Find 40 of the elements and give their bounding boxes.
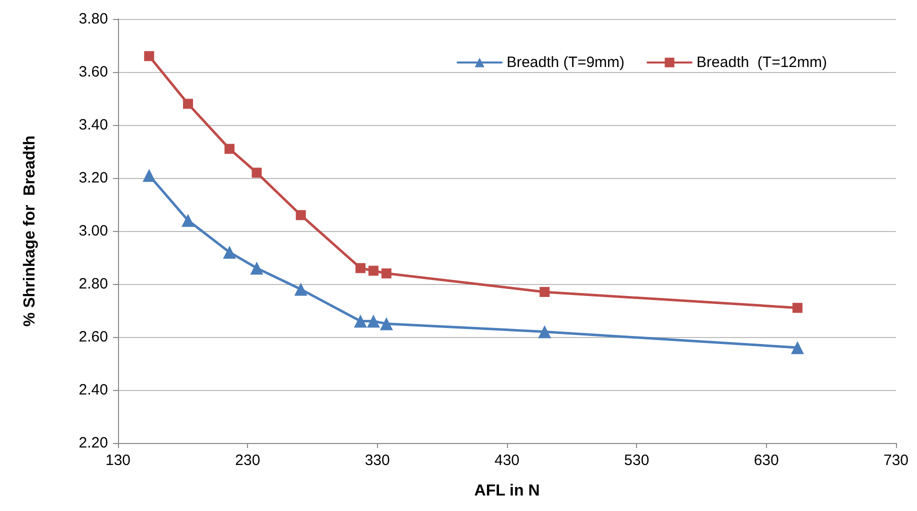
point — [144, 51, 154, 62]
x-tick-label: 330 — [364, 452, 390, 469]
point — [368, 266, 378, 276]
y-tick-label: 2.40 — [78, 382, 108, 398]
point — [354, 314, 367, 328]
point — [252, 168, 262, 178]
point — [792, 302, 802, 313]
point — [790, 341, 804, 354]
point — [182, 214, 195, 227]
x-tick-label: 630 — [754, 452, 779, 469]
y-tick-label: 2.60 — [78, 328, 108, 346]
point — [380, 317, 393, 330]
point — [250, 262, 264, 275]
x-tick-label: 230 — [235, 452, 260, 469]
x-tick-label: 530 — [624, 452, 650, 469]
point — [366, 314, 380, 328]
point — [355, 263, 366, 274]
point — [538, 325, 552, 338]
point — [223, 246, 236, 259]
legend-label: Breadth (T=9mm) — [506, 54, 625, 71]
y-axis-title: % Shrinkage for Breadth — [22, 135, 38, 327]
point — [142, 168, 156, 182]
point — [224, 144, 235, 154]
point — [296, 210, 306, 220]
point — [381, 268, 392, 278]
y-tick-label: 3.20 — [78, 170, 108, 186]
y-tick-label: 3.60 — [78, 64, 108, 80]
x-tick-label: 130 — [105, 452, 131, 469]
x-axis-title: AFL in N — [474, 482, 540, 500]
y-tick-label: 3.40 — [78, 116, 108, 134]
y-tick-label: 3.00 — [78, 222, 108, 240]
x-tick-label: 430 — [494, 452, 520, 469]
y-tick-label: 2.80 — [78, 276, 108, 292]
point — [294, 282, 308, 296]
y-tick-label: 2.20 — [78, 434, 108, 452]
legend-label: Breadth (T=12mm) — [696, 54, 828, 71]
point — [540, 286, 550, 297]
point — [183, 98, 194, 109]
x-tick-label: 730 — [883, 452, 909, 469]
y-tick-label: 3.80 — [78, 10, 108, 28]
